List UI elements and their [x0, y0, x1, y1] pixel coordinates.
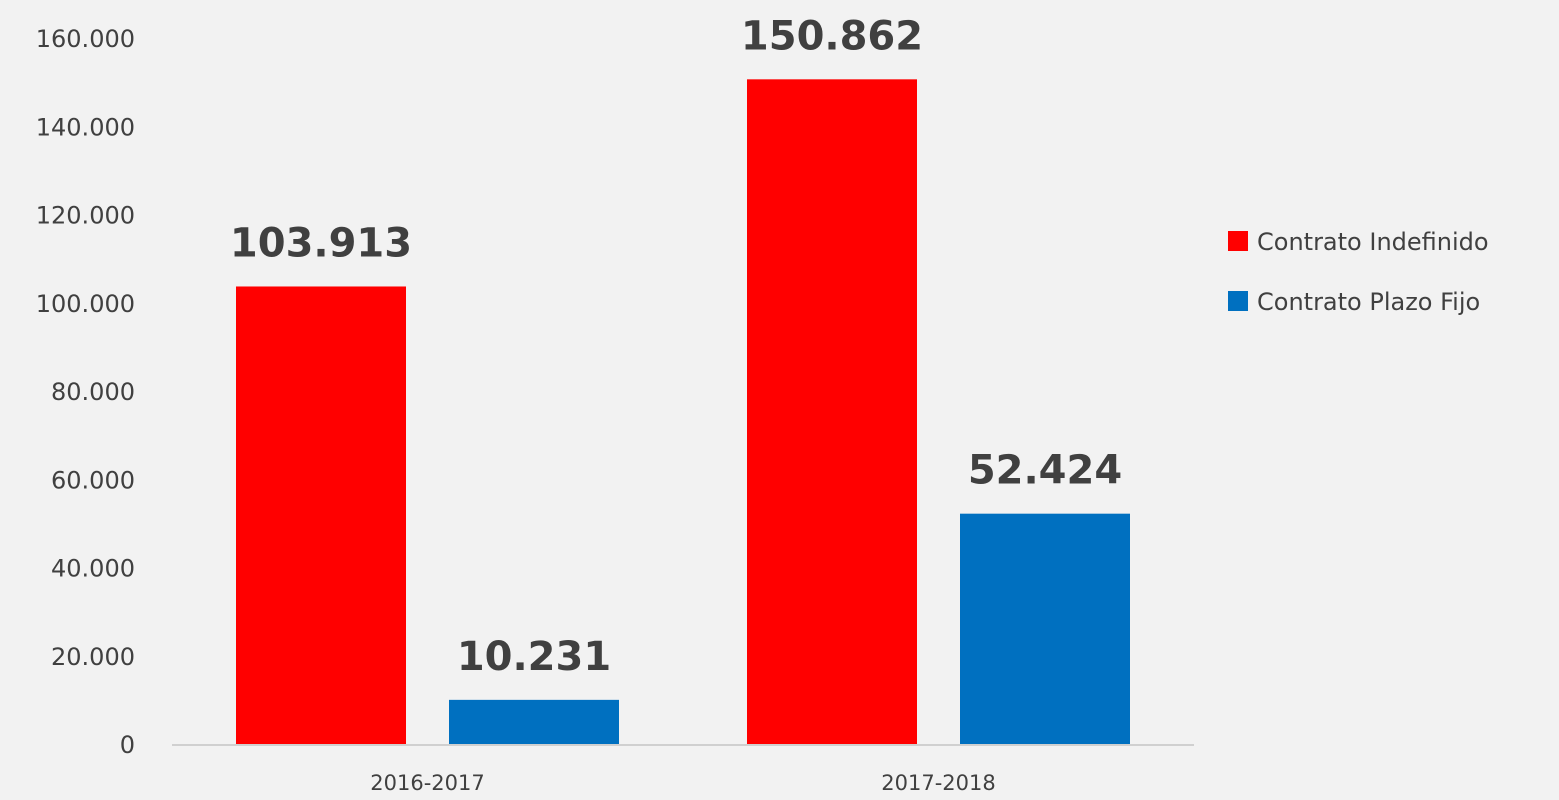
bar-contrato-indefinido-2016-2017 [236, 286, 406, 745]
y-tick-label: 80.000 [51, 378, 135, 406]
legend-swatch [1228, 291, 1248, 311]
legend-swatch [1228, 231, 1248, 251]
y-tick-label: 100.000 [36, 290, 135, 318]
y-tick-label: 0 [120, 731, 135, 759]
bar-contrato-plazo-fijo-2017-2018 [960, 513, 1130, 745]
y-tick-label: 20.000 [51, 643, 135, 671]
y-tick-label: 140.000 [36, 113, 135, 141]
y-axis: 0 20.000 40.000 60.000 80.000 100.000 120.000 1… [36, 25, 135, 759]
legend-label: Contrato Plazo Fijo [1257, 288, 1480, 316]
y-tick-label: 60.000 [51, 466, 135, 494]
x-category-label: 2016-2017 [370, 771, 484, 795]
data-label: 103.913 [230, 220, 412, 266]
y-tick-label: 160.000 [36, 25, 135, 53]
data-label: 150.862 [741, 13, 923, 59]
legend-label: Contrato Indefinido [1257, 228, 1489, 256]
data-label: 52.424 [968, 448, 1122, 494]
bars [236, 79, 1130, 746]
y-tick-label: 120.000 [36, 202, 135, 230]
bar-contrato-indefinido-2017-2018 [747, 79, 917, 746]
data-labels: 103.913 10.231 150.862 52.424 [230, 13, 1122, 680]
x-axis: 2016-2017 2017-2018 [370, 771, 995, 795]
legend: Contrato Indefinido Contrato Plazo Fijo [1228, 228, 1489, 316]
y-tick-label: 40.000 [51, 555, 135, 583]
x-category-label: 2017-2018 [881, 771, 995, 795]
bar-contrato-plazo-fijo-2016-2017 [449, 699, 619, 745]
data-label: 10.231 [457, 634, 611, 680]
